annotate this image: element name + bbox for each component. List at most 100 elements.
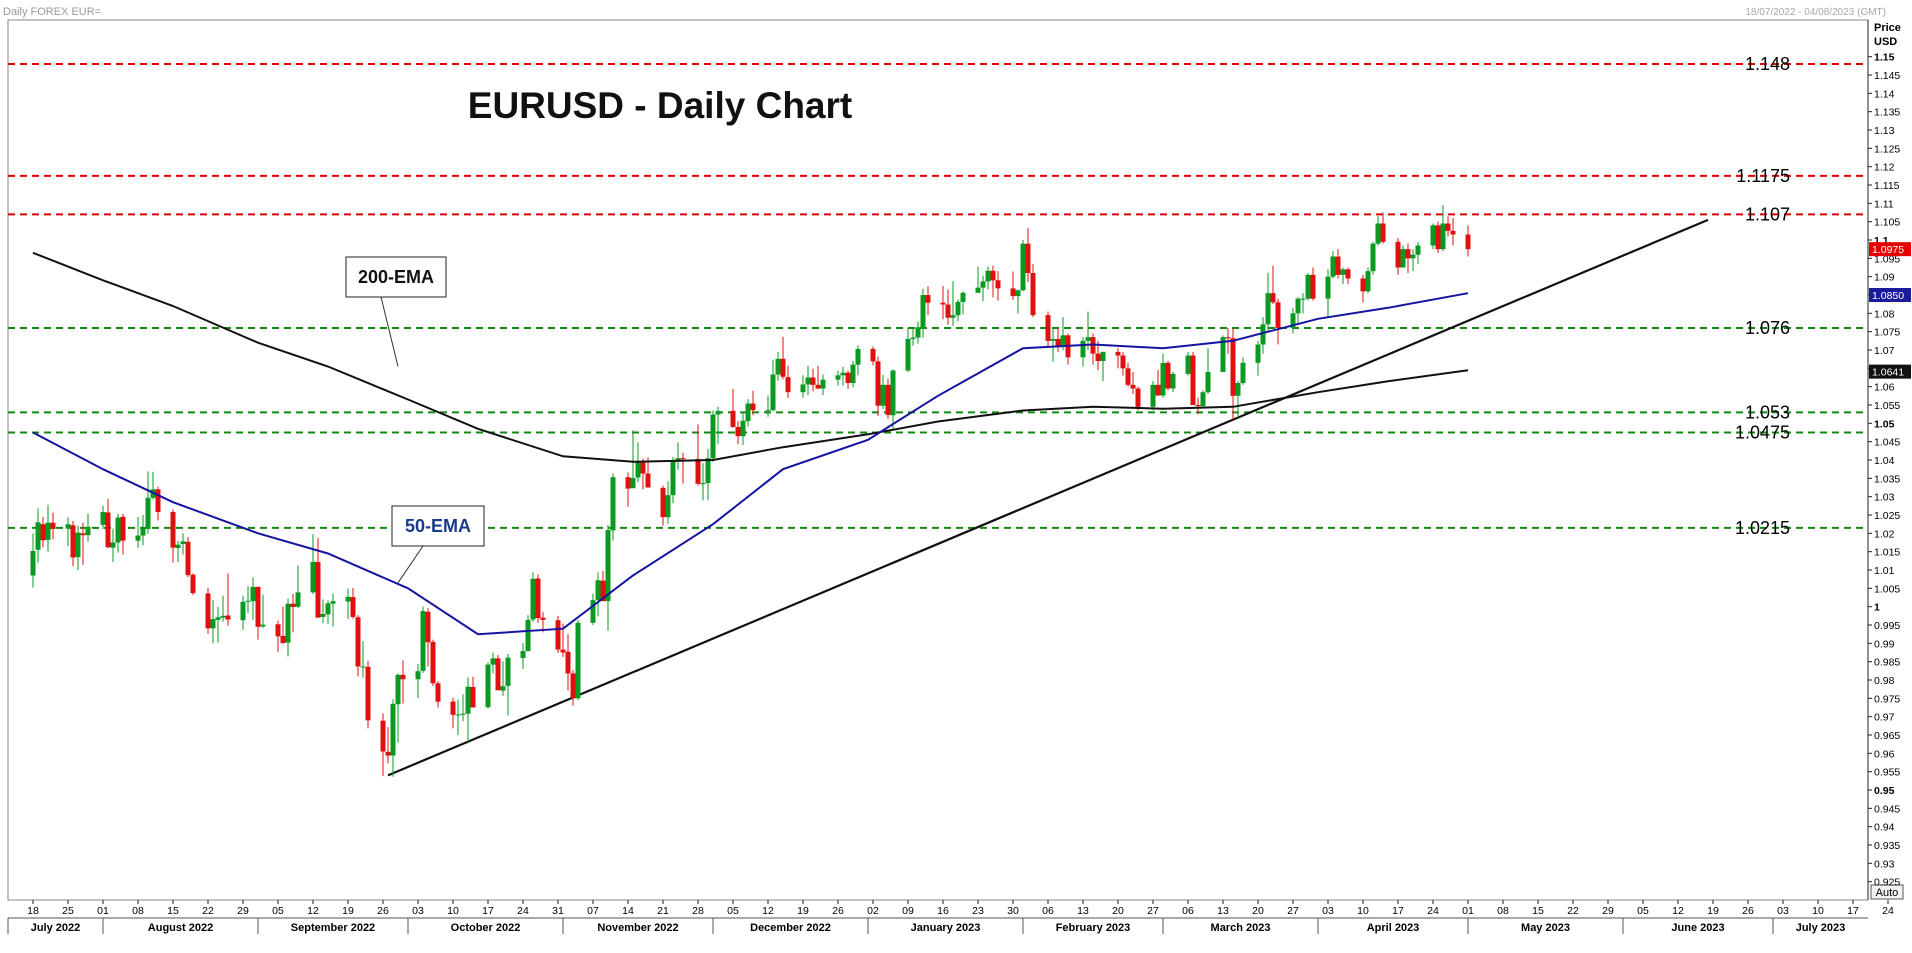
- y-tick-label: 1.15: [1874, 52, 1895, 64]
- candle-body: [1410, 254, 1416, 259]
- annotation-box: [345, 256, 447, 298]
- auto-scale-label[interactable]: Auto: [1876, 887, 1899, 899]
- candle-body: [600, 580, 606, 602]
- level-label: 1.107: [1745, 204, 1790, 224]
- candle-body: [70, 525, 76, 558]
- candle-body: [555, 620, 561, 650]
- y-tick-label: 0.98: [1874, 675, 1895, 687]
- candle-body: [750, 403, 756, 411]
- candle-body: [115, 517, 121, 543]
- candle-body: [400, 674, 406, 680]
- candle-body: [425, 611, 431, 643]
- month-label: July 2023: [1796, 922, 1846, 934]
- candle-body: [45, 522, 51, 540]
- candle-body: [470, 686, 476, 708]
- candle-body: [1230, 338, 1236, 396]
- candle-body: [220, 615, 226, 618]
- candle-body: [320, 614, 326, 617]
- x-tick-label: 13: [1077, 905, 1089, 917]
- candle-body: [940, 302, 946, 305]
- y-tick-label: 0.94: [1874, 822, 1895, 834]
- candle-body: [820, 379, 826, 389]
- candle-body: [1085, 337, 1091, 341]
- y-tick-label: 1.045: [1874, 437, 1900, 449]
- candle-body: [540, 617, 546, 620]
- y-tick-label: 1.11: [1874, 198, 1894, 210]
- candle-body: [715, 410, 721, 415]
- level-label: 1.0215: [1735, 518, 1790, 538]
- candle-body: [1255, 344, 1261, 363]
- candle-body: [215, 617, 221, 620]
- candle-body: [810, 377, 816, 385]
- x-tick-label: 08: [132, 905, 144, 917]
- candle-body: [880, 384, 886, 406]
- candle-body: [380, 720, 386, 752]
- candle-body: [975, 287, 981, 293]
- x-tick-label: 26: [1742, 905, 1754, 917]
- auto-scale-button[interactable]: [1870, 884, 1904, 900]
- y-tick-label: 1.05: [1874, 418, 1895, 430]
- price-tag: [1869, 364, 1911, 379]
- candle-body: [1275, 302, 1281, 328]
- annotation-label: 50-EMA: [405, 516, 471, 536]
- candle-body: [1135, 388, 1141, 407]
- y-tick-label: 1.115: [1874, 180, 1900, 192]
- candle-body: [1345, 269, 1351, 279]
- candle-body: [1370, 243, 1376, 272]
- annotation-leader: [380, 296, 399, 367]
- window-header-left: Daily FOREX EUR=: [3, 6, 101, 18]
- candle-body: [1270, 293, 1276, 303]
- x-tick-label: 26: [832, 905, 844, 917]
- candle-body: [1300, 298, 1306, 300]
- y-tick-label: 1.095: [1874, 253, 1900, 265]
- candle-body: [170, 512, 176, 548]
- y-tick-label: 1.135: [1874, 107, 1900, 119]
- x-tick-label: 03: [1322, 905, 1334, 917]
- candle-body: [260, 624, 266, 627]
- candle-body: [605, 530, 611, 602]
- y-tick-label: 1.105: [1874, 217, 1900, 229]
- candle-body: [1395, 241, 1401, 268]
- candle-body: [1440, 223, 1446, 250]
- x-tick-label: 16: [937, 905, 949, 917]
- candle-body: [520, 651, 526, 658]
- candle-body: [630, 477, 636, 489]
- candle-body: [920, 295, 926, 328]
- candle-body: [705, 458, 711, 484]
- candle-body: [1335, 256, 1341, 275]
- candle-body: [190, 574, 196, 594]
- annotation-label: 200-EMA: [358, 267, 434, 287]
- x-tick-label: 17: [1392, 905, 1404, 917]
- candle-body: [610, 477, 616, 531]
- candle-body: [1185, 355, 1191, 374]
- candle-body: [815, 384, 821, 389]
- candle-body: [625, 477, 631, 489]
- y-tick-label: 1.035: [1874, 473, 1900, 485]
- y-tick-label: 0.99: [1874, 638, 1895, 650]
- candle-body: [1265, 293, 1271, 325]
- price-tag-label: 1.0641: [1872, 367, 1904, 379]
- candle-body: [710, 414, 716, 459]
- candle-body: [695, 458, 701, 484]
- candle-body: [100, 512, 106, 525]
- candle-body: [65, 524, 71, 529]
- x-tick-label: 17: [1847, 905, 1859, 917]
- y-tick-label: 1.09: [1874, 272, 1895, 284]
- candle-body: [330, 601, 336, 604]
- candle-body: [430, 641, 436, 684]
- candle-body: [950, 315, 956, 318]
- candle-body: [835, 375, 841, 380]
- candle-body: [1095, 353, 1101, 361]
- x-tick-label: 17: [482, 905, 494, 917]
- candle-body: [1400, 249, 1406, 268]
- candle-body: [955, 301, 961, 316]
- x-tick-label: 20: [1252, 905, 1264, 917]
- candle-body: [635, 462, 641, 478]
- y-tick-label: 0.935: [1874, 840, 1900, 852]
- x-tick-label: 09: [902, 905, 914, 917]
- candle-body: [1405, 249, 1411, 259]
- candle-body: [590, 600, 596, 623]
- x-tick-label: 28: [692, 905, 704, 917]
- candle-body: [1290, 313, 1296, 328]
